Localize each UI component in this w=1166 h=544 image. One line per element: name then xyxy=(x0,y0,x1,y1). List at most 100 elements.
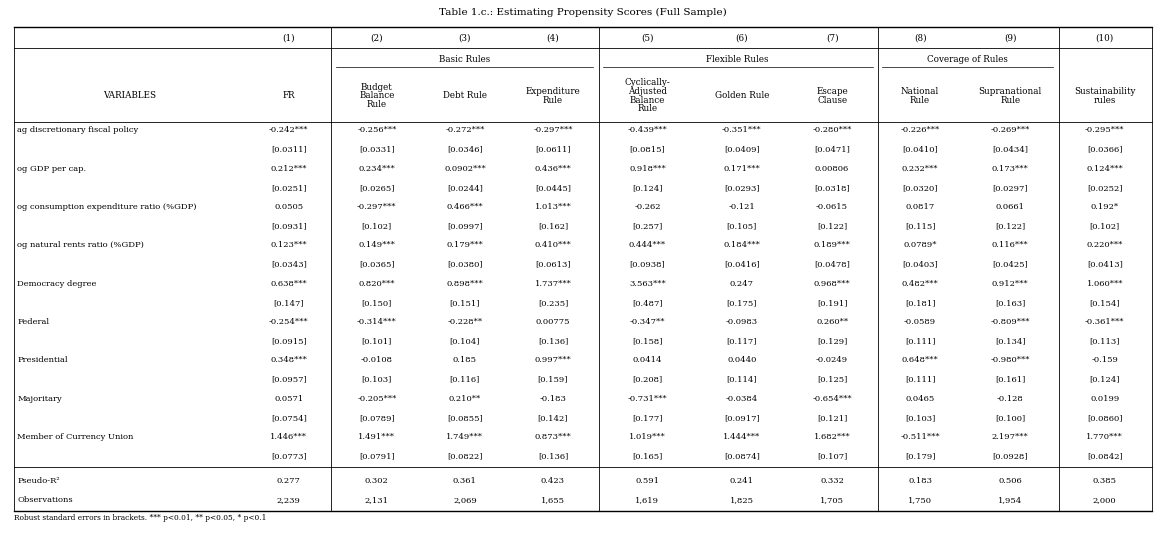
Text: -0.297***: -0.297*** xyxy=(357,203,396,211)
Text: [0.0611]: [0.0611] xyxy=(535,146,570,153)
Text: [0.125]: [0.125] xyxy=(817,375,848,384)
Text: [0.0471]: [0.0471] xyxy=(814,146,850,153)
Text: 0.348***: 0.348*** xyxy=(271,356,308,364)
Text: VARIABLES: VARIABLES xyxy=(104,91,156,100)
Text: Table 1.c.: Estimating Propensity Scores (Full Sample): Table 1.c.: Estimating Propensity Scores… xyxy=(440,8,726,17)
Text: Coverage of Rules: Coverage of Rules xyxy=(927,55,1007,64)
Text: 0.123***: 0.123*** xyxy=(271,242,307,249)
Text: (6): (6) xyxy=(736,33,749,42)
Text: 1,655: 1,655 xyxy=(541,496,566,504)
Text: [0.136]: [0.136] xyxy=(538,452,568,460)
Text: 1,954: 1,954 xyxy=(998,496,1023,504)
Text: -0.269***: -0.269*** xyxy=(991,126,1030,134)
Text: 1.770***: 1.770*** xyxy=(1087,433,1123,441)
Text: [0.113]: [0.113] xyxy=(1089,337,1121,345)
Text: -0.272***: -0.272*** xyxy=(445,126,485,134)
Text: -0.347**: -0.347** xyxy=(630,318,665,326)
Text: [0.0251]: [0.0251] xyxy=(271,184,307,192)
Text: [0.0365]: [0.0365] xyxy=(359,261,394,269)
Text: 0.820***: 0.820*** xyxy=(359,280,395,288)
Text: -0.205***: -0.205*** xyxy=(357,395,396,403)
Text: 1,750: 1,750 xyxy=(908,496,932,504)
Text: [0.0791]: [0.0791] xyxy=(359,452,395,460)
Text: Robust standard errors in brackets. *** p<0.01, ** p<0.05, * p<0.1: Robust standard errors in brackets. *** … xyxy=(14,514,266,522)
Text: [0.151]: [0.151] xyxy=(450,299,480,307)
Text: og natural rents ratio (%GDP): og natural rents ratio (%GDP) xyxy=(17,242,145,249)
Text: 0.638***: 0.638*** xyxy=(271,280,307,288)
Text: -0.0108: -0.0108 xyxy=(360,356,393,364)
Text: 1,619: 1,619 xyxy=(635,496,660,504)
Text: 0.192*: 0.192* xyxy=(1090,203,1119,211)
Text: (5): (5) xyxy=(641,33,654,42)
Text: 0.482***: 0.482*** xyxy=(901,280,939,288)
Text: [0.115]: [0.115] xyxy=(905,222,935,230)
Text: 1.060***: 1.060*** xyxy=(1087,280,1123,288)
Text: [0.0928]: [0.0928] xyxy=(992,452,1028,460)
Text: Supranational: Supranational xyxy=(978,87,1042,96)
Text: [0.0917]: [0.0917] xyxy=(724,414,760,422)
Text: [0.0410]: [0.0410] xyxy=(902,146,937,153)
Text: [0.0815]: [0.0815] xyxy=(630,146,666,153)
Text: -0.295***: -0.295*** xyxy=(1086,126,1124,134)
Text: -0.159: -0.159 xyxy=(1091,356,1118,364)
Text: [0.0366]: [0.0366] xyxy=(1087,146,1123,153)
Text: og GDP per cap.: og GDP per cap. xyxy=(17,165,86,173)
Text: [0.0957]: [0.0957] xyxy=(271,375,307,384)
Text: 1.749***: 1.749*** xyxy=(447,433,484,441)
Text: Rule: Rule xyxy=(909,96,930,104)
Text: [0.107]: [0.107] xyxy=(817,452,848,460)
Text: 2.197***: 2.197*** xyxy=(992,433,1028,441)
Text: ag discretionary fiscal policy: ag discretionary fiscal policy xyxy=(17,126,139,134)
Text: Member of Currency Union: Member of Currency Union xyxy=(17,433,134,441)
Text: FR: FR xyxy=(282,91,295,100)
Text: -0.809***: -0.809*** xyxy=(991,318,1030,326)
Text: [0.0434]: [0.0434] xyxy=(992,146,1028,153)
Text: 0.918***: 0.918*** xyxy=(628,165,666,173)
Text: -0.297***: -0.297*** xyxy=(533,126,573,134)
Text: 1.013***: 1.013*** xyxy=(534,203,571,211)
Text: 0.185: 0.185 xyxy=(452,356,477,364)
Text: [0.147]: [0.147] xyxy=(274,299,304,307)
Text: [0.105]: [0.105] xyxy=(726,222,757,230)
Text: [0.142]: [0.142] xyxy=(538,414,568,422)
Text: 0.591: 0.591 xyxy=(635,477,660,485)
Text: (2): (2) xyxy=(371,33,384,42)
Text: 0.0817: 0.0817 xyxy=(906,203,935,211)
Text: 1.491***: 1.491*** xyxy=(358,433,395,441)
Text: 1,825: 1,825 xyxy=(730,496,754,504)
Text: [0.103]: [0.103] xyxy=(905,414,935,422)
Text: 0.0440: 0.0440 xyxy=(728,356,757,364)
Text: 0.00775: 0.00775 xyxy=(535,318,570,326)
Text: Cyclically-: Cyclically- xyxy=(625,78,670,87)
Text: 0.210**: 0.210** xyxy=(449,395,482,403)
Text: Debt Rule: Debt Rule xyxy=(443,91,487,100)
Text: (8): (8) xyxy=(914,33,927,42)
Text: [0.0915]: [0.0915] xyxy=(271,337,307,345)
Text: 0.997***: 0.997*** xyxy=(534,356,571,364)
Text: [0.103]: [0.103] xyxy=(361,375,392,384)
Text: 0.423: 0.423 xyxy=(541,477,566,485)
Text: 0.0414: 0.0414 xyxy=(633,356,662,364)
Text: [0.0773]: [0.0773] xyxy=(271,452,307,460)
Text: [0.102]: [0.102] xyxy=(361,222,392,230)
Text: 0.436***: 0.436*** xyxy=(534,165,571,173)
Text: (1): (1) xyxy=(282,33,295,42)
Text: 0.0199: 0.0199 xyxy=(1090,395,1119,403)
Text: [0.161]: [0.161] xyxy=(995,375,1025,384)
Text: [0.122]: [0.122] xyxy=(995,222,1025,230)
Text: Budget: Budget xyxy=(361,83,393,91)
Text: Basic Rules: Basic Rules xyxy=(440,55,491,64)
Text: [0.0380]: [0.0380] xyxy=(447,261,483,269)
Text: -0.731***: -0.731*** xyxy=(627,395,667,403)
Text: [0.0297]: [0.0297] xyxy=(992,184,1028,192)
Text: 0.361: 0.361 xyxy=(452,477,477,485)
Text: [0.0822]: [0.0822] xyxy=(447,452,483,460)
Text: 1.737***: 1.737*** xyxy=(534,280,571,288)
Text: Observations: Observations xyxy=(17,496,73,504)
Text: 0.506: 0.506 xyxy=(998,477,1023,485)
Text: [0.136]: [0.136] xyxy=(538,337,568,345)
Text: [0.122]: [0.122] xyxy=(817,222,848,230)
Text: [0.114]: [0.114] xyxy=(726,375,757,384)
Text: 0.173***: 0.173*** xyxy=(992,165,1028,173)
Text: [0.0855]: [0.0855] xyxy=(447,414,483,422)
